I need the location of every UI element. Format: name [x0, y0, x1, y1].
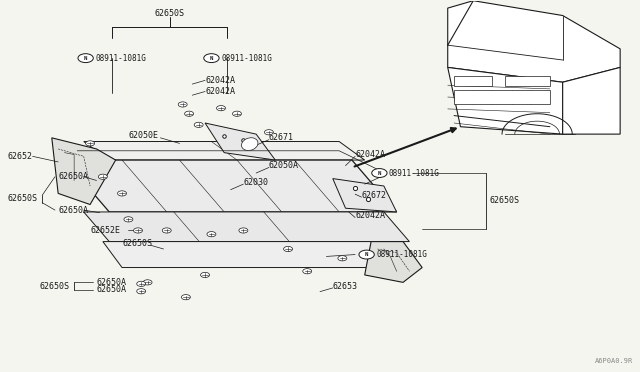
- Circle shape: [194, 122, 203, 128]
- Circle shape: [239, 228, 248, 233]
- Polygon shape: [84, 141, 365, 160]
- Circle shape: [207, 232, 216, 237]
- Circle shape: [181, 295, 190, 300]
- Text: 62030: 62030: [243, 178, 268, 187]
- Text: 62050E: 62050E: [129, 131, 159, 141]
- Text: 62650S: 62650S: [7, 195, 37, 203]
- Circle shape: [359, 250, 374, 259]
- Text: 62652E: 62652E: [90, 226, 120, 235]
- Circle shape: [303, 269, 312, 274]
- Text: 62650A: 62650A: [58, 172, 88, 181]
- Circle shape: [284, 246, 292, 251]
- Text: 62650A: 62650A: [97, 278, 127, 287]
- Text: A6P0A0.9R: A6P0A0.9R: [595, 358, 633, 364]
- Circle shape: [338, 256, 347, 261]
- Circle shape: [124, 217, 133, 222]
- Circle shape: [86, 141, 95, 146]
- Text: 62042A: 62042A: [205, 76, 235, 85]
- Ellipse shape: [241, 138, 258, 151]
- Text: 62653: 62653: [333, 282, 358, 291]
- Circle shape: [134, 228, 143, 233]
- Circle shape: [264, 130, 273, 135]
- Circle shape: [216, 106, 225, 111]
- Polygon shape: [563, 67, 620, 134]
- Circle shape: [137, 281, 146, 286]
- Text: 62050A: 62050A: [269, 161, 299, 170]
- Bar: [454, 90, 550, 105]
- Text: 62042A: 62042A: [205, 87, 235, 96]
- Text: 62652: 62652: [7, 152, 32, 161]
- Text: N: N: [365, 252, 368, 257]
- Text: 62650A: 62650A: [58, 206, 88, 215]
- Circle shape: [78, 54, 93, 62]
- Text: N: N: [378, 170, 381, 176]
- Circle shape: [163, 228, 172, 233]
- Polygon shape: [365, 241, 422, 282]
- Text: 62042A: 62042A: [355, 211, 385, 220]
- Text: 62671: 62671: [269, 133, 294, 142]
- Circle shape: [184, 111, 193, 116]
- Polygon shape: [65, 160, 397, 212]
- Text: 08911-1081G: 08911-1081G: [221, 54, 272, 62]
- Text: N: N: [210, 56, 213, 61]
- Circle shape: [372, 169, 387, 177]
- Polygon shape: [205, 123, 275, 160]
- Text: 62650S: 62650S: [39, 282, 69, 291]
- Polygon shape: [52, 138, 116, 205]
- Bar: [454, 76, 492, 86]
- Text: 08911-1081G: 08911-1081G: [389, 169, 440, 177]
- Text: 08911-1081G: 08911-1081G: [376, 250, 427, 259]
- Text: 62650A: 62650A: [97, 285, 127, 294]
- Text: 62650S: 62650S: [155, 9, 185, 18]
- Text: 62042A: 62042A: [355, 150, 385, 159]
- Text: N: N: [84, 56, 87, 61]
- Polygon shape: [448, 67, 563, 134]
- Circle shape: [118, 191, 127, 196]
- Text: 08911-1081G: 08911-1081G: [95, 54, 146, 62]
- Polygon shape: [448, 1, 620, 82]
- Polygon shape: [333, 179, 397, 212]
- Polygon shape: [84, 212, 410, 241]
- Bar: [505, 76, 550, 86]
- Circle shape: [137, 289, 146, 294]
- Circle shape: [99, 174, 108, 179]
- Circle shape: [204, 54, 219, 62]
- Circle shape: [232, 111, 241, 116]
- Text: 62650S: 62650S: [489, 196, 519, 205]
- Text: 62650S: 62650S: [122, 239, 152, 248]
- Polygon shape: [103, 241, 416, 267]
- Circle shape: [178, 102, 187, 107]
- Circle shape: [143, 280, 152, 285]
- Circle shape: [200, 272, 209, 278]
- Text: 62672: 62672: [362, 191, 387, 200]
